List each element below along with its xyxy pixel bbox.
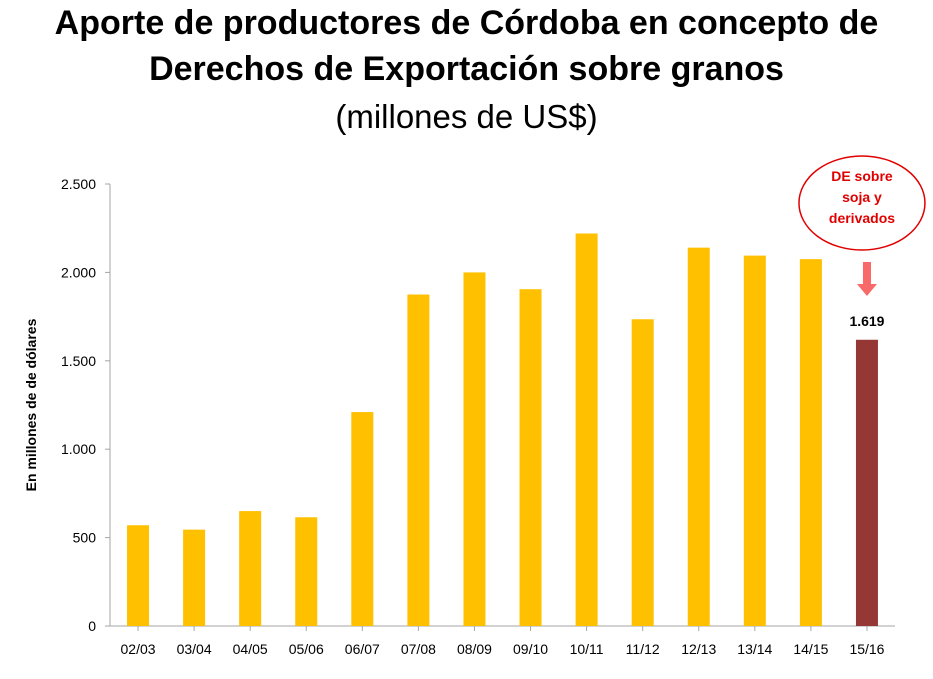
data-label-highlight: 1.619 — [849, 313, 884, 329]
x-tick-label: 09/10 — [513, 641, 548, 657]
x-tick-label: 05/06 — [289, 641, 324, 657]
bar-09-10 — [519, 289, 542, 626]
x-tick-label: 15/16 — [849, 641, 884, 657]
y-tick-label: 2.500 — [61, 176, 96, 192]
bar-10-11 — [575, 233, 598, 626]
x-tick-label: 06/07 — [345, 641, 380, 657]
bar-06-07 — [351, 412, 374, 626]
bar-13-14 — [743, 255, 766, 626]
y-tick-label: 500 — [73, 530, 97, 546]
x-tick-label: 11/12 — [626, 641, 660, 657]
chart-title-line3: (millones de US$) — [335, 98, 598, 135]
bar-02-03 — [127, 525, 150, 626]
y-tick-label: 0 — [88, 618, 96, 634]
chart-title-line1: Aporte de productores de Córdoba en conc… — [54, 4, 879, 42]
bar-11-12 — [631, 319, 654, 626]
chart-title-line2: Derechos de Exportación sobre granos — [149, 50, 784, 88]
arrow-down-icon — [856, 284, 877, 296]
bar-08-09 — [463, 272, 486, 626]
bar-07-08 — [407, 294, 430, 626]
x-tick-label: 12/13 — [681, 641, 716, 657]
bar-15-16 — [855, 339, 878, 626]
bar-05-06 — [295, 517, 318, 626]
x-tick-label: 03/04 — [177, 641, 212, 657]
x-tick-label: 02/03 — [121, 641, 156, 657]
x-tick-label: 04/05 — [233, 641, 268, 657]
x-tick-label: 07/08 — [401, 641, 436, 657]
x-tick-label: 08/09 — [457, 641, 492, 657]
x-tick-label: 13/14 — [737, 641, 772, 657]
y-tick-label: 1.500 — [61, 353, 96, 369]
arrow-shaft — [862, 262, 871, 284]
callout-line: soja y — [842, 189, 882, 205]
bar-12-13 — [687, 247, 710, 626]
callout-line: DE sobre — [831, 168, 893, 184]
x-tick-label: 10/11 — [570, 641, 604, 657]
callout-line: derivados — [829, 210, 895, 226]
bar-03-04 — [183, 529, 206, 626]
y-tick-label: 2.000 — [61, 264, 96, 280]
y-tick-label: 1.000 — [61, 441, 96, 457]
callout-ellipse — [798, 155, 926, 251]
x-tick-label: 14/15 — [793, 641, 828, 657]
bar-04-05 — [239, 511, 262, 626]
bar-14-15 — [799, 259, 822, 626]
y-axis-label: En millones de de dólares — [23, 318, 39, 491]
